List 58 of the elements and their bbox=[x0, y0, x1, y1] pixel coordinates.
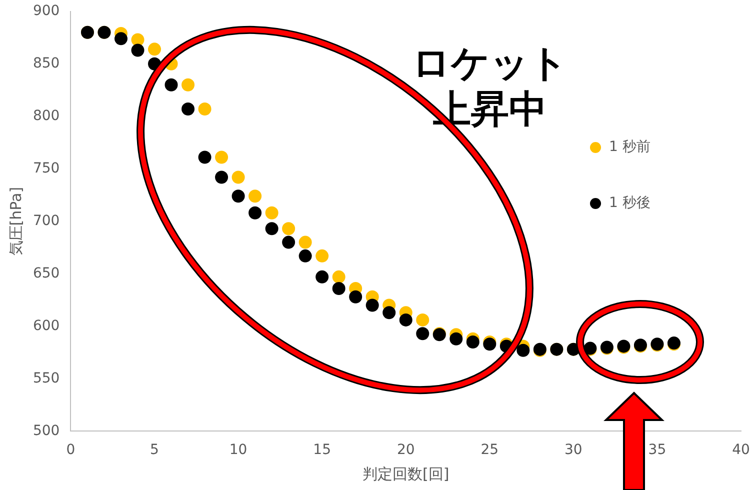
point bbox=[298, 249, 312, 262]
x-tick-label: 35 bbox=[648, 442, 666, 458]
y-tick-label: 550 bbox=[32, 370, 60, 386]
point bbox=[349, 290, 362, 304]
legend-label: 1 秒後 bbox=[609, 194, 650, 212]
point bbox=[399, 313, 412, 326]
point bbox=[316, 270, 329, 284]
point bbox=[366, 298, 379, 312]
point bbox=[198, 102, 212, 116]
point bbox=[164, 78, 178, 92]
y-tick-label: 750 bbox=[32, 160, 60, 176]
x-axis-title: 判定回数[回] bbox=[362, 464, 450, 483]
point bbox=[131, 33, 144, 46]
point bbox=[483, 338, 496, 351]
point bbox=[215, 150, 228, 164]
y-axis-title: 気圧[hPa] bbox=[6, 186, 25, 256]
point bbox=[248, 206, 262, 220]
y-tick-label: 700 bbox=[32, 212, 60, 229]
x-tick-label: 15 bbox=[313, 442, 331, 458]
x-tick-label: 5 bbox=[150, 442, 159, 458]
x-tick-label: 25 bbox=[480, 442, 499, 458]
point bbox=[516, 344, 530, 357]
point bbox=[450, 332, 463, 346]
point bbox=[332, 282, 346, 295]
point bbox=[282, 222, 296, 236]
point bbox=[332, 270, 346, 284]
y-tick-label: 650 bbox=[32, 265, 60, 282]
legend-label: 1 秒前 bbox=[609, 138, 650, 156]
point bbox=[232, 190, 245, 203]
y-tick-label: 800 bbox=[32, 108, 60, 124]
y-tick-label: 600 bbox=[32, 318, 60, 334]
point bbox=[248, 190, 262, 203]
point bbox=[114, 32, 128, 46]
x-tick-label: 40 bbox=[732, 442, 750, 458]
point bbox=[316, 249, 329, 262]
y-tick-label: 500 bbox=[32, 422, 60, 439]
x-tick-label: 30 bbox=[564, 442, 582, 458]
annotation: ロケット bbox=[412, 41, 568, 85]
x-tick-label: 10 bbox=[229, 442, 248, 458]
x-tick-label: 20 bbox=[396, 442, 415, 458]
y-tick-label: 850 bbox=[32, 56, 60, 72]
point bbox=[466, 335, 480, 348]
point bbox=[298, 236, 312, 249]
point bbox=[265, 206, 278, 220]
y-tick-label: 900 bbox=[32, 3, 60, 20]
point bbox=[232, 170, 245, 184]
point bbox=[265, 222, 278, 236]
x-tick-label: 0 bbox=[66, 442, 76, 458]
point bbox=[148, 42, 162, 56]
point bbox=[215, 170, 228, 184]
point bbox=[198, 150, 212, 164]
point bbox=[382, 306, 396, 320]
point bbox=[282, 236, 296, 249]
point bbox=[416, 313, 430, 326]
point bbox=[182, 102, 195, 116]
point bbox=[182, 78, 195, 92]
point bbox=[131, 44, 144, 57]
point bbox=[416, 327, 430, 340]
